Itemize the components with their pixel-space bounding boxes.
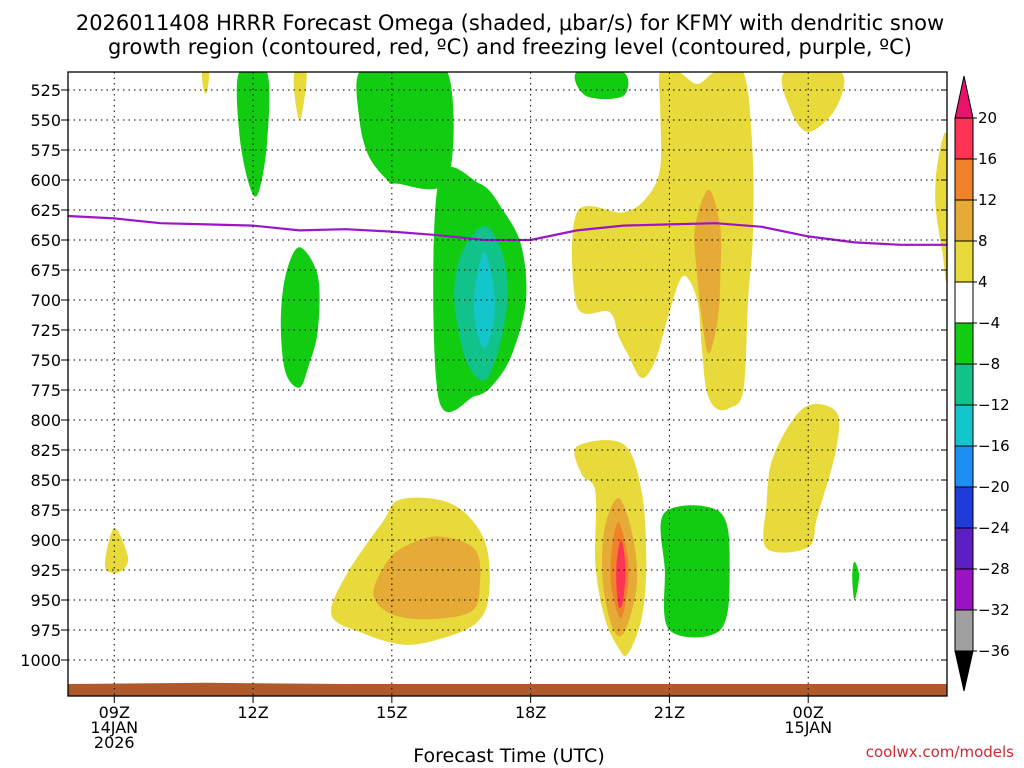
colorbar-label-4: 4 [978, 273, 988, 291]
colorbar-bin-16_20 [954, 117, 974, 160]
y-tick-label-825: 825 [30, 441, 61, 460]
y-tick-label-800: 800 [30, 411, 61, 430]
omega-region-yellow-upper-1030z [201, 72, 210, 94]
omega-region-yellow-upper-00z [781, 72, 845, 132]
y-tick-label-600: 600 [30, 171, 61, 190]
x-tick-label-2026: 2026 [94, 733, 135, 752]
x-tick-label-12Z: 12Z [237, 703, 268, 722]
plot-background [68, 72, 947, 696]
freezing-level-layer [68, 214, 947, 246]
y-tick-label-625: 625 [30, 201, 61, 220]
colorbar-label-0: 20 [978, 109, 997, 127]
plot-frame [67, 71, 948, 697]
omega-region-green-low-01z [852, 561, 860, 600]
y-tick-label-775: 775 [30, 381, 61, 400]
y-tick-label-850: 850 [30, 471, 61, 490]
y-tick-label-1000: 1000 [20, 651, 61, 670]
chart-title-line-1: 2026011408 HRRR Forecast Omega (shaded, … [76, 11, 944, 35]
colorbar-label-3: 8 [978, 232, 988, 250]
x-axis-label: Forecast Time (UTC) [413, 745, 604, 767]
y-tick-label-675: 675 [30, 261, 61, 280]
y-tick-label-975: 975 [30, 621, 61, 640]
colorbar-label-13: −36 [978, 642, 1010, 660]
omega-region-green-upper-20z [574, 72, 629, 99]
omega-region-green-upper-12z [236, 72, 270, 197]
y-tick-label-725: 725 [30, 321, 61, 340]
colorbar-bin-12_16 [954, 158, 974, 201]
y-tick-label-950: 950 [30, 591, 61, 610]
axes: 525 550 575 600 625 650 675 700 725 750 775 800 825 8… [20, 71, 948, 752]
omega-region-cyan-mid-17z [473, 252, 495, 348]
colorbar-label-5: −4 [978, 314, 1000, 332]
y-tick-label-875: 875 [30, 501, 61, 520]
colorbar-label-8: −16 [978, 437, 1010, 455]
colorbar-bin--12_-8 [954, 363, 974, 406]
colorbar-label-2: 12 [978, 191, 997, 209]
colorbar-bottom-extend [954, 650, 974, 692]
x-tick-label-15JAN: 15JAN [784, 718, 832, 737]
credit-link[interactable]: coolwx.com/models [866, 743, 1014, 761]
colorbar-bin-4_8 [954, 240, 974, 283]
y-tick-label-575: 575 [30, 141, 61, 160]
colorbar-bin--4_4 [954, 281, 974, 324]
y-tick-label-750: 750 [30, 351, 61, 370]
y-tick-label-925: 925 [30, 561, 61, 580]
gridlines [68, 72, 947, 696]
colorbar-label-1: 16 [978, 150, 997, 168]
colorbar-bin--8_-4 [954, 322, 974, 365]
x-tick-label-09Z: 09Z [99, 703, 130, 722]
plot-area [68, 72, 947, 696]
y-tick-label-650: 650 [30, 231, 61, 250]
colorbar-bin--36_-32 [954, 609, 974, 652]
colorbar-label-9: −20 [978, 478, 1010, 496]
omega-region-red-low-20z [616, 539, 626, 609]
colorbar: 20 16 12 8 4 −4 −8 −12 −16 −20 −24 −28 −32 −36 [954, 75, 1010, 692]
colorbar-label-6: −8 [978, 355, 1000, 373]
colorbar-label-10: −24 [978, 519, 1010, 537]
colorbar-bin--28_-24 [954, 527, 974, 570]
omega-region-orange-low-15z [373, 536, 481, 620]
x-tick-label-14JAN: 14JAN [90, 718, 138, 737]
omega-region-green-upper-15z-s [356, 72, 454, 190]
y-tick-label-550: 550 [30, 111, 61, 130]
omega-region-yellow-low-00z [763, 404, 840, 553]
colorbar-bin-8_12 [954, 199, 974, 242]
colorbar-label-11: −28 [978, 560, 1010, 578]
ground-strip [68, 682, 947, 696]
chart-title-line-2: growth region (contoured, red, ºC) and f… [108, 35, 912, 59]
x-tick-label-00Z: 00Z [793, 703, 824, 722]
omega-region-yellow-low-0830z [104, 527, 129, 574]
y-tick-label-700: 700 [30, 291, 61, 310]
colorbar-bin--24_-20 [954, 486, 974, 529]
colorbar-label-7: −12 [978, 396, 1010, 414]
colorbar-bin--20_-16 [954, 445, 974, 488]
x-tick-label-18Z: 18Z [515, 703, 546, 722]
omega-region-yellow-upper-13z-a [293, 72, 307, 121]
colorbar-bin--16_-12 [954, 404, 974, 447]
colorbar-bin--32_-28 [954, 568, 974, 611]
freezing-level-line [68, 214, 947, 246]
colorbar-top-extend [954, 75, 974, 119]
omega-region-green-left-13z [280, 247, 320, 388]
y-tick-label-900: 900 [30, 531, 61, 550]
x-tick-label-21Z: 21Z [654, 703, 685, 722]
colorbar-label-12: −32 [978, 601, 1010, 619]
omega-region-green-low-21z [660, 505, 730, 638]
y-tick-label-525: 525 [30, 81, 61, 100]
x-tick-label-15Z: 15Z [376, 703, 407, 722]
omega-region-orange-mid-22z [694, 189, 722, 354]
